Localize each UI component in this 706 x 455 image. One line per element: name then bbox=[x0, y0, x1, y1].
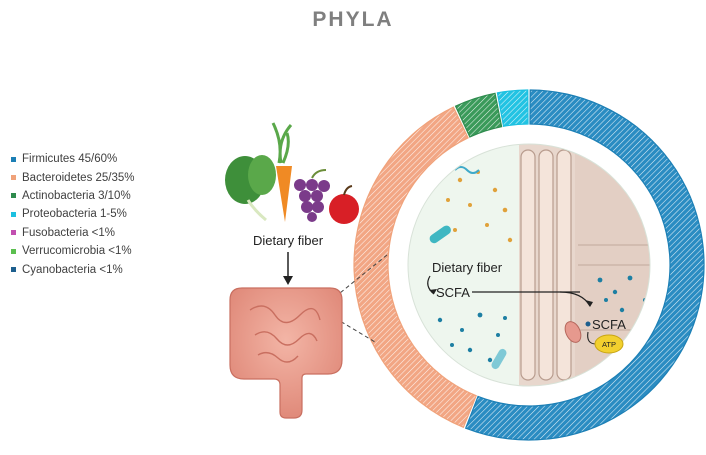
legend-swatch bbox=[11, 156, 16, 162]
ring-segment-actinobacteria bbox=[454, 92, 503, 138]
atp-badge bbox=[594, 334, 624, 354]
legend-item-fusobacteria: Fusobacteria <1% bbox=[11, 224, 135, 242]
phyla-ring bbox=[353, 89, 705, 441]
legend-item-firmicutes: Firmicutes 45/60% bbox=[11, 150, 135, 168]
leafy-greens-icon bbox=[225, 155, 276, 222]
scfa-label-left: SCFA bbox=[436, 285, 470, 300]
arrow-head bbox=[429, 289, 437, 294]
legend-label: Verrucomicrobia <1% bbox=[22, 245, 132, 258]
villi bbox=[520, 149, 572, 381]
legend-item-bacteroidetes: Bacteroidetes 25/35% bbox=[11, 168, 135, 186]
intestine-cross-section: Dietary fiber SCFA SCFA ATP bbox=[407, 143, 651, 387]
carrot-icon bbox=[271, 122, 293, 222]
arrow-head bbox=[283, 276, 293, 285]
legend-item-actinobacteria: Actinobacteria 3/10% bbox=[11, 187, 135, 205]
legend-swatch bbox=[11, 230, 16, 236]
fiber-particles bbox=[446, 170, 513, 243]
legend-label: Bacteroidetes 25/35% bbox=[22, 171, 135, 184]
apple-icon bbox=[329, 185, 359, 224]
legend-label: Firmicutes 45/60% bbox=[22, 153, 118, 166]
inner-fiber-label: Dietary fiber bbox=[432, 260, 503, 275]
intestine-icon bbox=[229, 287, 343, 419]
legend-label: Fusobacteria <1% bbox=[22, 226, 116, 239]
legend-swatch bbox=[11, 248, 16, 254]
legend-swatch bbox=[11, 267, 16, 273]
legend-swatch bbox=[11, 193, 16, 199]
ring-segment-bacteroidetes bbox=[353, 106, 477, 429]
legend: Firmicutes 45/60% Bacteroidetes 25/35% A… bbox=[11, 150, 135, 279]
chart-title: PHYLA bbox=[312, 8, 394, 31]
legend-swatch bbox=[11, 211, 16, 217]
legend-swatch bbox=[11, 175, 16, 181]
atp-arrow bbox=[587, 331, 597, 345]
atp-label: ATP bbox=[602, 340, 616, 349]
legend-label: Cyanobacteria <1% bbox=[22, 263, 123, 276]
legend-item-proteobacteria: Proteobacteria 1-5% bbox=[11, 205, 135, 223]
grapes-icon bbox=[294, 169, 330, 222]
scfa-molecule-icon bbox=[585, 321, 591, 327]
mitochondrion-icon bbox=[564, 321, 582, 343]
ring-segment-firmicutes bbox=[464, 89, 705, 441]
legend-item-verrucomicrobia: Verrucomicrobia <1% bbox=[11, 242, 135, 260]
legend-label: Actinobacteria 3/10% bbox=[22, 189, 131, 202]
legend-label: Proteobacteria 1-5% bbox=[22, 208, 127, 221]
bacteria bbox=[429, 166, 507, 370]
scfa-particles bbox=[437, 275, 647, 363]
food-illustration bbox=[225, 122, 359, 224]
ring-segment-proteobacteria bbox=[496, 89, 529, 128]
legend-item-cyanobacteria: Cyanobacteria <1% bbox=[11, 260, 135, 278]
arrow-head bbox=[585, 300, 593, 307]
scfa-label-right: SCFA bbox=[592, 317, 626, 332]
diet-label: Dietary fiber bbox=[253, 233, 324, 248]
